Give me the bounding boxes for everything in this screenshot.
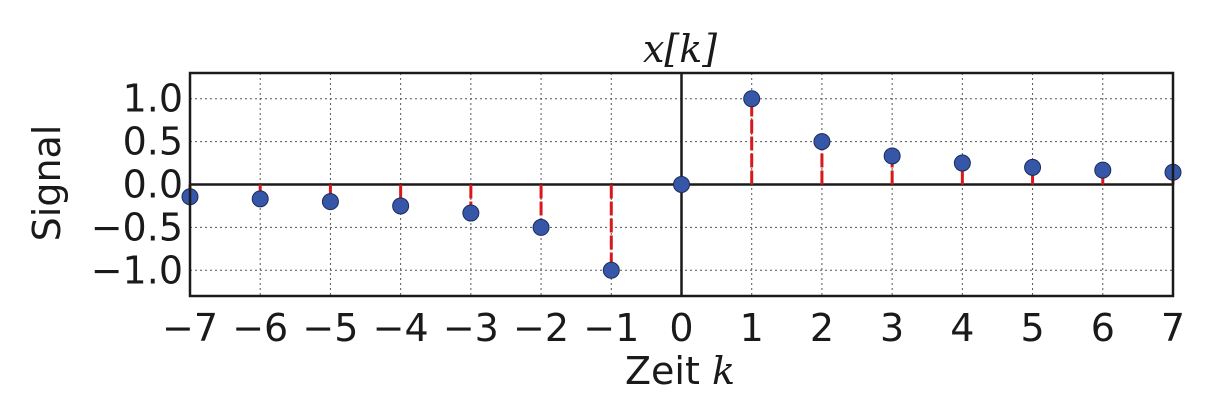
y-tick-label: 1.0 [123, 77, 183, 121]
stem-marker [883, 147, 901, 165]
stem-marker [392, 197, 410, 215]
x-tick-label: −2 [513, 306, 569, 350]
stem-marker [813, 133, 831, 151]
y-tick-label: 0.5 [123, 120, 183, 164]
x-tick-label: 1 [740, 306, 764, 350]
stem-marker [251, 190, 269, 208]
stem-marker [1024, 158, 1042, 176]
y-tick-label: −1.0 [91, 248, 183, 292]
y-axis-label: Signal [25, 125, 69, 242]
stem-marker [321, 193, 339, 211]
y-tick-label: 0.0 [123, 163, 183, 207]
x-axis-label-variable: k [712, 349, 735, 393]
stem-marker [602, 261, 620, 279]
stem-marker [953, 154, 971, 172]
x-tick-label: 2 [810, 306, 834, 350]
stem-markers [181, 90, 1182, 279]
x-tick-label: 3 [880, 306, 904, 350]
plot-frame [188, 71, 1175, 298]
stem-marker [673, 176, 690, 193]
x-tick-labels: −7 −6 −5 −4 −3 −2 −1 0 1 2 3 4 5 6 7 [162, 306, 1185, 350]
x-tick-label: −6 [232, 306, 288, 350]
x-axis-label-text: Zeit [625, 349, 700, 393]
x-tick-label: 7 [1161, 306, 1185, 350]
stem-marker [743, 90, 761, 108]
x-tick-label: −7 [162, 306, 218, 350]
x-tick-label: 4 [950, 306, 974, 350]
stem-marker [462, 204, 480, 222]
x-tick-label: −3 [443, 306, 499, 350]
chart-title: x[k] [643, 27, 717, 71]
x-tick-label: −1 [583, 306, 639, 350]
x-tick-label: −4 [373, 306, 429, 350]
x-axis-label: Zeit k [625, 349, 735, 393]
x-tick-label: 6 [1091, 306, 1115, 350]
stem-marker [532, 218, 550, 236]
stem-marker [1094, 161, 1112, 179]
y-tick-labels: 1.00.50.0−0.5−1.0 [91, 77, 183, 293]
x-tick-label: 5 [1020, 306, 1044, 350]
x-tick-label: 0 [669, 306, 693, 350]
x-tick-label: −5 [302, 306, 358, 350]
y-tick-label: −0.5 [91, 205, 183, 249]
